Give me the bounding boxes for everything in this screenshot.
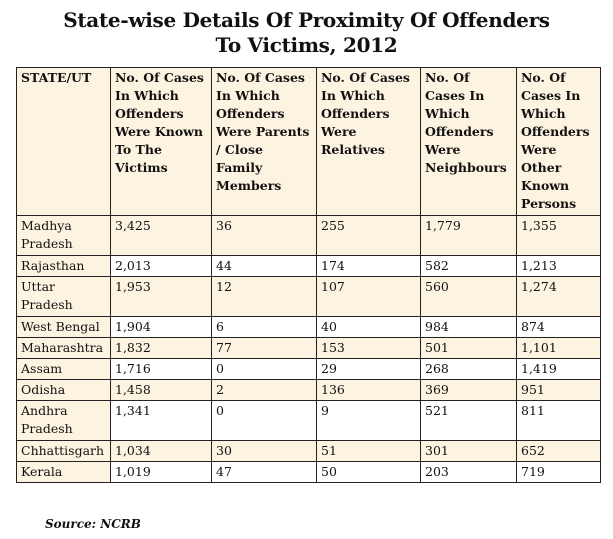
relatives-cell: 29 bbox=[316, 358, 421, 380]
known-cell: 1,019 bbox=[110, 461, 212, 483]
table-row: Assam 1,716 0 29 268 1,419 bbox=[16, 358, 601, 380]
table-header-row: STATE/UT No. Of Cases In Which Offenders… bbox=[16, 67, 601, 216]
state-cell: Rajasthan bbox=[16, 255, 111, 277]
relatives-cell: 51 bbox=[316, 440, 421, 462]
column-header-other-known: No. Of Cases In Which Offenders Were Oth… bbox=[516, 67, 601, 216]
state-cell: West Bengal bbox=[16, 316, 111, 338]
family-cell: 30 bbox=[211, 440, 317, 462]
table-row: West Bengal 1,904 6 40 984 874 bbox=[16, 316, 601, 338]
neighbours-cell: 582 bbox=[420, 255, 517, 277]
family-cell: 0 bbox=[211, 358, 317, 380]
family-cell: 6 bbox=[211, 316, 317, 338]
column-header-known-to-victims: No. Of Cases In Which Offenders Were Kno… bbox=[110, 67, 212, 216]
offenders-proximity-table: STATE/UT No. Of Cases In Which Offenders… bbox=[16, 67, 601, 483]
neighbours-cell: 560 bbox=[420, 276, 517, 317]
table-row: Uttar Pradesh 1,953 12 107 560 1,274 bbox=[16, 276, 601, 317]
neighbours-cell: 369 bbox=[420, 379, 517, 401]
known-cell: 1,953 bbox=[110, 276, 212, 317]
state-cell: Kerala bbox=[16, 461, 111, 483]
known-cell: 1,034 bbox=[110, 440, 212, 462]
family-cell: 47 bbox=[211, 461, 317, 483]
relatives-cell: 40 bbox=[316, 316, 421, 338]
neighbours-cell: 501 bbox=[420, 337, 517, 359]
other-known-cell: 719 bbox=[516, 461, 601, 483]
family-cell: 12 bbox=[211, 276, 317, 317]
neighbours-cell: 984 bbox=[420, 316, 517, 338]
column-header-neighbours: No. Of Cases In Which Offenders Were Nei… bbox=[420, 67, 517, 216]
neighbours-cell: 203 bbox=[420, 461, 517, 483]
other-known-cell: 951 bbox=[516, 379, 601, 401]
neighbours-cell: 1,779 bbox=[420, 215, 517, 256]
state-cell: Assam bbox=[16, 358, 111, 380]
other-known-cell: 811 bbox=[516, 400, 601, 441]
other-known-cell: 652 bbox=[516, 440, 601, 462]
state-cell: Odisha bbox=[16, 379, 111, 401]
state-cell: Uttar Pradesh bbox=[16, 276, 111, 317]
other-known-cell: 874 bbox=[516, 316, 601, 338]
table-row: Chhattisgarh 1,034 30 51 301 652 bbox=[16, 440, 601, 462]
relatives-cell: 174 bbox=[316, 255, 421, 277]
relatives-cell: 9 bbox=[316, 400, 421, 441]
neighbours-cell: 521 bbox=[420, 400, 517, 441]
relatives-cell: 136 bbox=[316, 379, 421, 401]
family-cell: 2 bbox=[211, 379, 317, 401]
state-cell: Chhattisgarh bbox=[16, 440, 111, 462]
family-cell: 0 bbox=[211, 400, 317, 441]
family-cell: 36 bbox=[211, 215, 317, 256]
neighbours-cell: 268 bbox=[420, 358, 517, 380]
state-cell: Andhra Pradesh bbox=[16, 400, 111, 441]
relatives-cell: 107 bbox=[316, 276, 421, 317]
table-row: Odisha 1,458 2 136 369 951 bbox=[16, 379, 601, 401]
source-note: Source: NCRB bbox=[45, 517, 141, 531]
table-row: Madhya Pradesh 3,425 36 255 1,779 1,355 bbox=[16, 215, 601, 256]
family-cell: 44 bbox=[211, 255, 317, 277]
state-cell: Maharashtra bbox=[16, 337, 111, 359]
known-cell: 2,013 bbox=[110, 255, 212, 277]
relatives-cell: 50 bbox=[316, 461, 421, 483]
other-known-cell: 1,213 bbox=[516, 255, 601, 277]
other-known-cell: 1,419 bbox=[516, 358, 601, 380]
relatives-cell: 153 bbox=[316, 337, 421, 359]
other-known-cell: 1,274 bbox=[516, 276, 601, 317]
neighbours-cell: 301 bbox=[420, 440, 517, 462]
table-row: Kerala 1,019 47 50 203 719 bbox=[16, 461, 601, 483]
family-cell: 77 bbox=[211, 337, 317, 359]
known-cell: 1,341 bbox=[110, 400, 212, 441]
title-line-1: State-wise Details Of Proximity Of Offen… bbox=[63, 8, 550, 32]
known-cell: 1,904 bbox=[110, 316, 212, 338]
column-header-relatives: No. Of Cases In Which Offenders Were Rel… bbox=[316, 67, 421, 216]
title-line-2: To Victims, 2012 bbox=[215, 33, 398, 57]
column-header-parents-family: No. Of Cases In Which Offenders Were Par… bbox=[211, 67, 317, 216]
known-cell: 1,458 bbox=[110, 379, 212, 401]
known-cell: 1,716 bbox=[110, 358, 212, 380]
page-title: State-wise Details Of Proximity Of Offen… bbox=[0, 8, 613, 58]
table-row: Andhra Pradesh 1,341 0 9 521 811 bbox=[16, 400, 601, 441]
other-known-cell: 1,355 bbox=[516, 215, 601, 256]
table-row: Maharashtra 1,832 77 153 501 1,101 bbox=[16, 337, 601, 359]
other-known-cell: 1,101 bbox=[516, 337, 601, 359]
known-cell: 3,425 bbox=[110, 215, 212, 256]
relatives-cell: 255 bbox=[316, 215, 421, 256]
column-header-state: STATE/UT bbox=[16, 67, 111, 216]
known-cell: 1,832 bbox=[110, 337, 212, 359]
state-cell: Madhya Pradesh bbox=[16, 215, 111, 256]
table-row: Rajasthan 2,013 44 174 582 1,213 bbox=[16, 255, 601, 277]
